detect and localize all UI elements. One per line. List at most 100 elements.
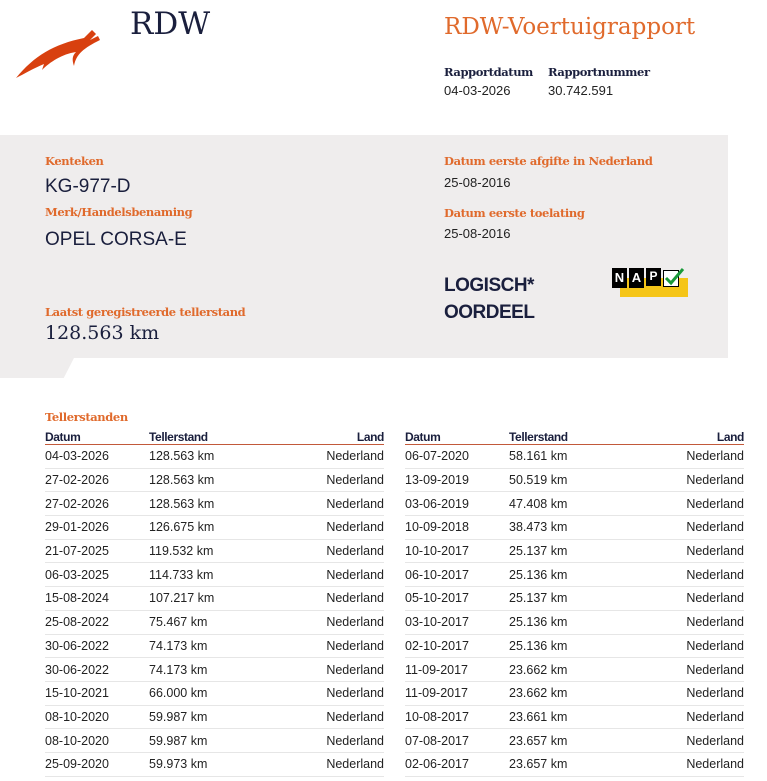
table-cell: 50.519 km: [509, 473, 568, 488]
table-row: 15-08-2024 107.217 km Nederland: [45, 587, 384, 611]
verdict: LOGISCH* OORDEEL: [444, 272, 535, 326]
table-row: 07-08-2017 23.657 km Nederland: [405, 729, 744, 753]
table-cell: 08-10-2020: [45, 733, 109, 748]
table-cell: Nederland: [686, 662, 744, 677]
table-header: Datum Tellerstand Land: [45, 430, 384, 445]
table-row: 30-06-2022 74.173 km Nederland: [45, 635, 384, 659]
table-header: Datum Tellerstand Land: [405, 430, 744, 445]
table-cell: 15-08-2024: [45, 591, 109, 606]
table-cell: 25-08-2022: [45, 615, 109, 630]
table-cell: 13-09-2019: [405, 473, 469, 488]
table-cell: Nederland: [326, 662, 384, 677]
table-cell: 10-08-2017: [405, 709, 469, 724]
table-cell: 25.136 km: [509, 567, 568, 582]
odometer-value: 128.563 km: [45, 322, 160, 344]
table-cell: 59.973 km: [149, 757, 208, 772]
readings-table-left: Datum Tellerstand Land 04-03-2026 128.563 km…: [45, 430, 384, 777]
table-row: 11-09-2017 23.662 km Nederland: [405, 658, 744, 682]
column-header: Tellerstand: [509, 430, 568, 444]
table-cell: 03-06-2019: [405, 496, 469, 511]
table-cell: 23.662 km: [509, 662, 568, 677]
table-row: 27-02-2026 128.563 km Nederland: [45, 492, 384, 517]
table-cell: Nederland: [326, 496, 384, 511]
table-cell: 27-02-2026: [45, 473, 109, 488]
table-cell: Nederland: [686, 567, 744, 582]
table-cell: 25.136 km: [509, 615, 568, 630]
table-cell: 08-10-2020: [45, 709, 109, 724]
first-admission-label: Datum eerste toelating: [444, 206, 585, 220]
table-cell: Nederland: [326, 473, 384, 488]
first-admission-value: 25-08-2016: [444, 226, 511, 241]
table-cell: 66.000 km: [149, 686, 208, 701]
table-row: 06-03-2025 114.733 km Nederland: [45, 563, 384, 588]
table-cell: Nederland: [686, 686, 744, 701]
table-row: 06-07-2020 58.161 km Nederland: [405, 445, 744, 469]
table-row: 08-10-2020 59.987 km Nederland: [45, 729, 384, 753]
table-cell: Nederland: [686, 544, 744, 559]
first-issue-label: Datum eerste afgifte in Nederland: [444, 154, 653, 168]
table-cell: 74.173 km: [149, 638, 208, 653]
rdw-logo-icon: [16, 30, 100, 78]
table-cell: Nederland: [326, 567, 384, 582]
table-row: 02-10-2017 25.136 km Nederland: [405, 635, 744, 659]
table-cell: 128.563 km: [149, 496, 215, 511]
column-header: Land: [716, 430, 744, 444]
table-cell: 25-09-2020: [45, 757, 109, 772]
table-cell: 06-03-2025: [45, 567, 109, 582]
check-icon: [663, 268, 685, 287]
table-cell: 11-09-2017: [405, 686, 469, 701]
table-cell: 02-06-2017: [405, 757, 469, 772]
table-row: 29-01-2026 126.675 km Nederland: [45, 516, 384, 540]
table-row: 30-06-2022 74.173 km Nederland: [45, 658, 384, 682]
table-cell: 119.532 km: [149, 544, 214, 559]
table-cell: 03-10-2017: [405, 615, 469, 630]
table-cell: Nederland: [686, 520, 744, 535]
table-cell: Nederland: [326, 449, 384, 464]
column-header: Datum: [45, 430, 81, 444]
report-date: 04-03-2026: [444, 83, 511, 98]
report-date-label: Rapportdatum: [444, 65, 533, 79]
odometer-label: Laatst geregistreerde tellerstand: [45, 305, 246, 319]
table-cell: Nederland: [686, 473, 744, 488]
table-cell: Nederland: [326, 638, 384, 653]
plate-label: Kenteken: [45, 154, 104, 168]
table-cell: 128.563 km: [149, 473, 215, 488]
table-cell: 23.657 km: [509, 733, 568, 748]
make-label: Merk/Handelsbenaming: [45, 205, 193, 219]
nap-logo: N A P: [612, 268, 688, 297]
table-cell: Nederland: [686, 496, 744, 511]
table-cell: 47.408 km: [509, 496, 568, 511]
table-cell: 58.161 km: [509, 449, 568, 464]
table-cell: 05-10-2017: [405, 591, 469, 606]
table-row: 05-10-2017 25.137 km Nederland: [405, 587, 744, 611]
table-cell: Nederland: [686, 591, 744, 606]
verdict-line1: LOGISCH*: [444, 275, 534, 296]
table-row: 03-10-2017 25.136 km Nederland: [405, 611, 744, 635]
readings-title: Tellerstanden: [45, 410, 128, 424]
table-cell: Nederland: [326, 733, 384, 748]
table-cell: 25.137 km: [509, 591, 568, 606]
table-cell: Nederland: [326, 615, 384, 630]
readings-table-right: Datum Tellerstand Land 06-07-2020 58.161 km N…: [405, 430, 744, 777]
table-row: 21-07-2025 119.532 km Nederland: [45, 540, 384, 564]
table-cell: 29-01-2026: [45, 520, 109, 535]
panel-tab: [0, 356, 75, 378]
make-value: OPEL CORSA-E: [45, 229, 187, 250]
table-row: 02-06-2017 23.657 km Nederland: [405, 753, 744, 777]
table-cell: Nederland: [326, 591, 384, 606]
table-cell: 23.662 km: [509, 686, 568, 701]
table-cell: 04-03-2026: [45, 449, 109, 464]
table-row: 03-06-2019 47.408 km Nederland: [405, 492, 744, 517]
nap-letter: A: [629, 268, 644, 288]
table-cell: 107.217 km: [149, 591, 215, 606]
table-row: 11-09-2017 23.662 km Nederland: [405, 682, 744, 706]
column-header: Tellerstand: [149, 430, 208, 444]
table-row: 25-09-2020 59.973 km Nederland: [45, 753, 384, 777]
table-cell: 30-06-2022: [45, 638, 109, 653]
table-cell: 07-08-2017: [405, 733, 469, 748]
vehicle-panel: [0, 135, 728, 358]
logo-text: RDW: [130, 6, 211, 42]
table-row: 13-09-2019 50.519 km Nederland: [405, 469, 744, 493]
page-title: RDW-Voertuigrapport: [444, 14, 696, 40]
nap-letter: P: [646, 268, 661, 286]
